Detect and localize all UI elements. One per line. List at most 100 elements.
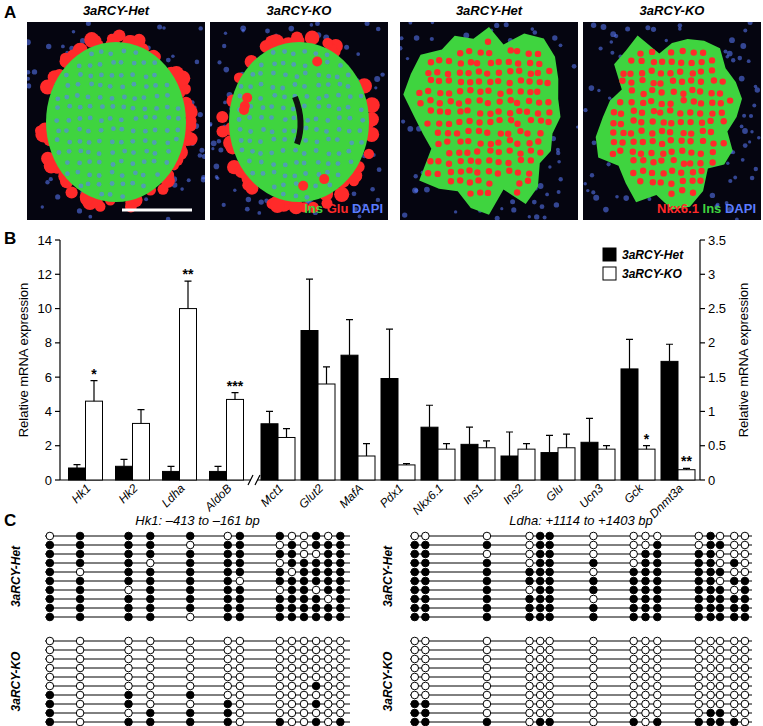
stain-name: Nkx6.1 (657, 201, 699, 216)
nkx61-nucleus (677, 69, 683, 75)
nkx61-nucleus (537, 149, 543, 155)
dapi-nucleus (576, 125, 578, 128)
cpg-site (76, 586, 84, 594)
dapi-nucleus (294, 160, 299, 165)
nkx61-nucleus (526, 140, 532, 146)
group-label: 3aRCY-KO (9, 651, 23, 711)
cpg-site (536, 559, 544, 567)
dapi-nucleus (108, 51, 113, 56)
cpg-site (546, 709, 554, 717)
nkx61-nucleus (496, 149, 502, 155)
cpg-site (716, 613, 724, 621)
dapi-nucleus (111, 104, 116, 109)
error-bar (466, 427, 473, 444)
nkx61-nucleus (717, 90, 723, 96)
error-bar (666, 344, 673, 361)
nkx61-nucleus (697, 88, 703, 94)
y-axis (699, 240, 700, 480)
group-label: 3aRCY-KO (381, 651, 395, 711)
image-background (583, 22, 761, 220)
nkx61-nucleus (698, 100, 704, 106)
nkx61-nucleus (516, 180, 522, 186)
dapi-nucleus (710, 193, 715, 198)
cpg-site (337, 541, 345, 549)
error-bar (138, 410, 145, 424)
cpg-site (300, 541, 308, 549)
cpg-site (337, 559, 345, 567)
nkx61-nucleus (446, 121, 452, 127)
nkx61-nucleus (681, 97, 687, 103)
nkx61-nucleus (618, 121, 624, 127)
dapi-nucleus (305, 94, 310, 99)
cpg-site (642, 541, 650, 549)
cpg-site (337, 637, 345, 645)
cpg-site (236, 532, 244, 540)
nkx61-nucleus (668, 120, 674, 126)
cpg-site (337, 613, 345, 621)
nkx61-nucleus (649, 49, 655, 55)
cpg-site (186, 568, 194, 576)
dapi-nucleus (607, 162, 611, 166)
cpg-site (236, 709, 244, 717)
nkx61-nucleus (651, 108, 657, 114)
cpg-site (630, 568, 638, 576)
cpg-site (483, 559, 491, 567)
nkx61-nucleus (475, 177, 481, 183)
nkx61-nucleus (467, 79, 473, 85)
nkx61-nucleus (611, 139, 617, 145)
cpg-site (546, 682, 554, 690)
cpg-site (642, 586, 650, 594)
dapi-nucleus (199, 148, 204, 153)
dapi-nucleus (428, 107, 434, 113)
bar (541, 453, 558, 480)
significance: ** (183, 266, 194, 282)
cpg-site (300, 568, 308, 576)
cpg-site (741, 613, 749, 621)
dapi-nucleus (78, 105, 83, 110)
dapi-nucleus (356, 52, 360, 56)
nkx61-nucleus (495, 159, 501, 165)
cpg-site (276, 673, 284, 681)
dapi-nucleus (88, 104, 93, 109)
nkx61-nucleus (485, 39, 491, 45)
dapi-nucleus (97, 173, 102, 178)
cpg-site (590, 532, 598, 540)
dapi-nucleus (210, 122, 213, 126)
dapi-nucleus (412, 188, 418, 194)
cpg-site (288, 604, 296, 612)
dapi-nucleus (27, 77, 30, 81)
cpg-site (147, 682, 155, 690)
cpg-site (76, 604, 84, 612)
bar (558, 448, 575, 480)
cpg-site (695, 673, 703, 681)
cpg-site (716, 673, 724, 681)
cpg-site (236, 718, 244, 726)
nkx61-nucleus (485, 88, 491, 94)
cpg-site (590, 586, 598, 594)
cpg-site (76, 709, 84, 717)
dapi-nucleus (108, 192, 113, 197)
cpg-site (224, 586, 232, 594)
nkx61-nucleus (610, 120, 616, 126)
nkx61-nucleus (477, 110, 483, 116)
nkx61-nucleus (435, 171, 441, 177)
dapi-nucleus (142, 159, 147, 164)
cpg-site (716, 700, 724, 708)
dapi-nucleus (64, 95, 69, 100)
dapi-nucleus (348, 94, 353, 99)
nkx61-nucleus (628, 99, 634, 105)
category-label: MafA (336, 481, 366, 511)
cpg-site (716, 646, 724, 654)
nkx61-nucleus (477, 140, 483, 146)
dapi-nucleus (750, 130, 753, 133)
cpg-site (654, 673, 662, 681)
nkx61-nucleus (476, 68, 482, 74)
dapi-nucleus (316, 83, 321, 88)
cpg-site (546, 532, 554, 540)
dapi-nucleus (144, 74, 149, 79)
y-tick-label: 0 (708, 473, 715, 488)
cpg-site (716, 559, 724, 567)
cpg-site (411, 718, 419, 726)
dapi-nucleus (380, 72, 384, 76)
dapi-nucleus (431, 22, 434, 24)
